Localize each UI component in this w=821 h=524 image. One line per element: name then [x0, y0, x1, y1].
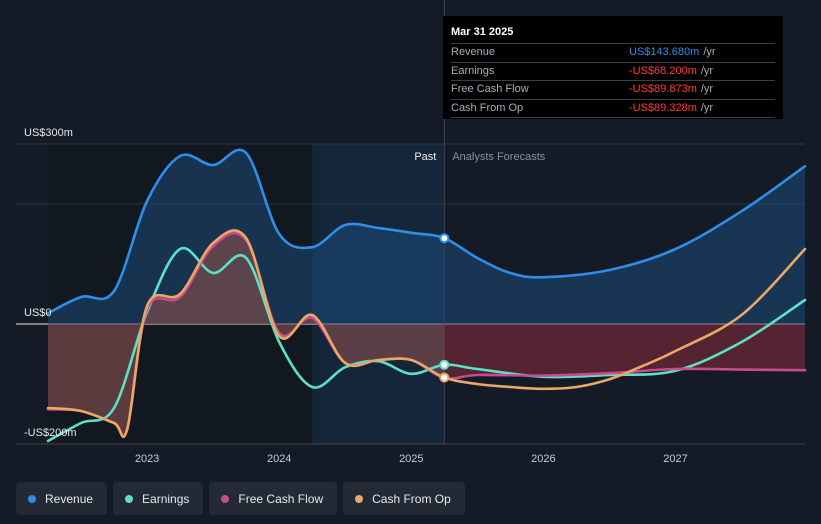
tooltip-label: Cash From Op — [451, 101, 524, 114]
y-tick-label: US$300m — [24, 127, 73, 139]
legend-label: Free Cash Flow — [238, 491, 324, 506]
tooltip-unit: /yr — [700, 101, 714, 114]
tooltip-unit: /yr — [700, 64, 714, 77]
legend-label: Revenue — [45, 491, 94, 506]
tooltip-row-cash-from-op: Cash From Op -US$89.328m /yr — [451, 100, 775, 118]
revenue-line — [46, 148, 807, 315]
tooltip-date: Mar 31 2025 — [451, 24, 775, 44]
forecast-label: Analysts Forecasts — [452, 151, 545, 163]
chart-areas — [48, 149, 805, 437]
revenue-marker — [439, 233, 450, 244]
legend-item-earnings[interactable]: Earnings — [113, 482, 204, 515]
tooltip-row-earnings: Earnings -US$68.200m /yr — [451, 63, 775, 81]
x-tick-label: 2025 — [399, 453, 423, 465]
earnings-marker — [439, 359, 450, 370]
x-tick-label: 2026 — [531, 453, 555, 465]
tooltip-label: Free Cash Flow — [451, 83, 529, 95]
legend-item-revenue[interactable]: Revenue — [16, 482, 108, 515]
chart-legend: Revenue Earnings Free Cash Flow Cash Fro… — [16, 482, 465, 515]
legend-label: Cash From Op — [372, 491, 451, 506]
tooltip-label: Earnings — [451, 64, 495, 77]
legend-item-cash-from-op[interactable]: Cash From Op — [343, 482, 465, 515]
x-tick-label: 2024 — [267, 453, 291, 465]
legend-dot-icon — [355, 494, 364, 503]
tooltip-row-revenue: Revenue US$143.680m /yr — [451, 44, 775, 63]
legend-label: Earnings — [142, 491, 190, 506]
y-tick-label: -US$200m — [24, 427, 77, 439]
legend-dot-icon — [28, 494, 36, 503]
tooltip-value: US$143.680m — [629, 46, 700, 58]
tooltip-label: Revenue — [451, 46, 496, 58]
x-tick-label: 2023 — [135, 453, 159, 465]
revenue-earnings-chart: US$300m US$0 -US$200m 2023 2024 2025 2026 2027 P… — [16, 0, 807, 465]
x-tick-label: 2027 — [663, 453, 687, 465]
chart-markers — [439, 233, 450, 383]
tooltip-unit: /yr — [700, 83, 714, 95]
tooltip-value: -US$68.200m — [629, 64, 697, 77]
tooltip-value: -US$89.328m — [629, 101, 697, 114]
chart-series-lines — [46, 148, 807, 443]
free-cash-flow-area — [48, 232, 805, 437]
tooltip-row-free-cash-flow: Free Cash Flow -US$89.873m /yr — [451, 81, 775, 100]
tooltip-value: -US$89.873m — [629, 83, 697, 95]
chart-labels: US$300m US$0 -US$200m 2023 2024 2025 2026 2027 P… — [24, 127, 688, 465]
cash-from-op-area — [48, 230, 445, 437]
legend-item-free-cash-flow[interactable]: Free Cash Flow — [209, 482, 338, 515]
hover-tooltip: Mar 31 2025 Revenue US$143.680m /yr Earn… — [443, 16, 783, 119]
legend-dot-icon — [125, 494, 134, 503]
past-label: Past — [414, 151, 436, 163]
cash-from-op-marker — [439, 372, 450, 383]
legend-dot-icon — [221, 494, 230, 503]
y-tick-label: US$0 — [24, 307, 52, 319]
tooltip-unit: /yr — [703, 46, 716, 58]
cash-from-op-line — [46, 229, 807, 439]
